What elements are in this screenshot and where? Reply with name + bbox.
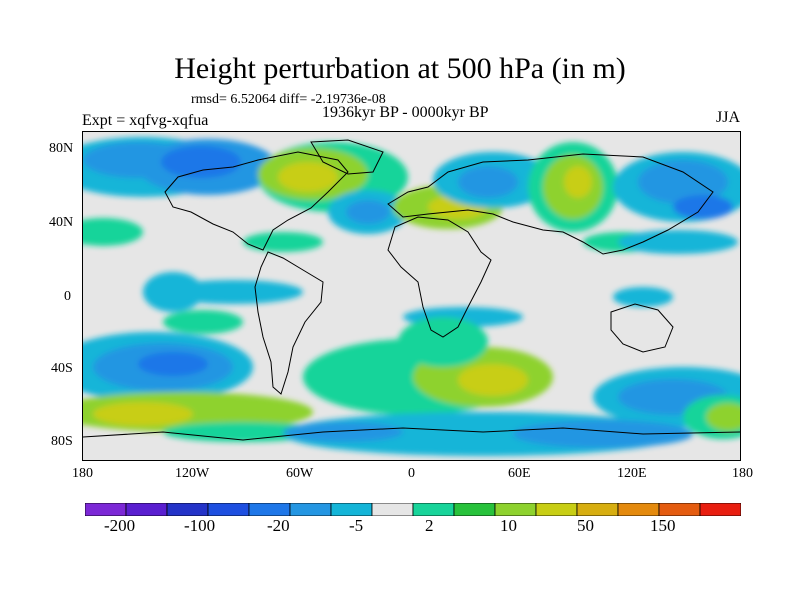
colorbar-box — [658, 503, 701, 516]
colorbar — [85, 503, 741, 516]
map-title: Height perturbation at 500 hPa (in m) — [174, 52, 626, 85]
stats-subtitle: rmsd= 6.52064 diff= -2.19736e-08 — [191, 92, 386, 107]
map-svg — [83, 132, 740, 460]
colorbar-box — [371, 503, 414, 516]
colorbar-box — [453, 503, 496, 516]
height-perturbation-map — [82, 131, 741, 461]
colorbar-label: 2 — [425, 516, 434, 535]
lat-label-40s: 40S — [51, 361, 73, 376]
lat-label-eq: 0 — [64, 289, 71, 304]
eurasia-outline — [387, 153, 714, 255]
antarctica-outline — [83, 427, 740, 441]
australia-outline — [610, 303, 674, 353]
colorbar-box — [207, 503, 250, 516]
anomaly-field — [83, 137, 740, 456]
colorbar-label: 150 — [650, 516, 676, 535]
colorbar-box — [166, 503, 209, 516]
colorbar-box — [125, 503, 168, 516]
colorbar-box — [494, 503, 537, 516]
colorbar-box — [576, 503, 619, 516]
lat-label-80n: 80N — [49, 141, 74, 156]
colorbar-label: -100 — [184, 516, 216, 535]
continent-outlines — [83, 139, 740, 441]
lon-label-60e: 60E — [508, 466, 531, 481]
lon-label-180w: 180 — [72, 466, 93, 481]
lat-label-40n: 40N — [49, 215, 74, 230]
colorbar-label: -5 — [349, 516, 364, 535]
colorbar-label: 50 — [577, 516, 594, 535]
colorbar-label: 10 — [500, 516, 517, 535]
colorbar-box — [85, 503, 127, 516]
south-america-outline — [254, 251, 324, 395]
colorbar-box — [535, 503, 578, 516]
colorbar-box — [248, 503, 291, 516]
lon-label-120e: 120E — [617, 466, 647, 481]
colorbar-box — [412, 503, 455, 516]
colorbar-box — [289, 503, 332, 516]
lon-label-60w: 60W — [286, 466, 314, 481]
lon-label-180e: 180 — [732, 466, 753, 481]
colorbar-label: -20 — [267, 516, 290, 535]
period-subtitle: 1936kyr BP - 0000kyr BP — [322, 104, 489, 121]
africa-outline — [387, 216, 492, 338]
colorbar-box — [699, 503, 741, 516]
lon-label-120w: 120W — [175, 466, 210, 481]
season-label: JJA — [716, 109, 741, 126]
colorbar-box — [330, 503, 373, 516]
lat-label-80s: 80S — [51, 434, 73, 449]
colorbar-label: -200 — [104, 516, 136, 535]
experiment-label: Expt = xqfvg-xqfua — [82, 112, 209, 129]
colorbar-box — [617, 503, 660, 516]
north-america-outline — [164, 151, 349, 251]
greenland-outline — [310, 139, 384, 175]
lon-label-0: 0 — [408, 466, 415, 481]
colorbar-boxes — [85, 503, 741, 516]
